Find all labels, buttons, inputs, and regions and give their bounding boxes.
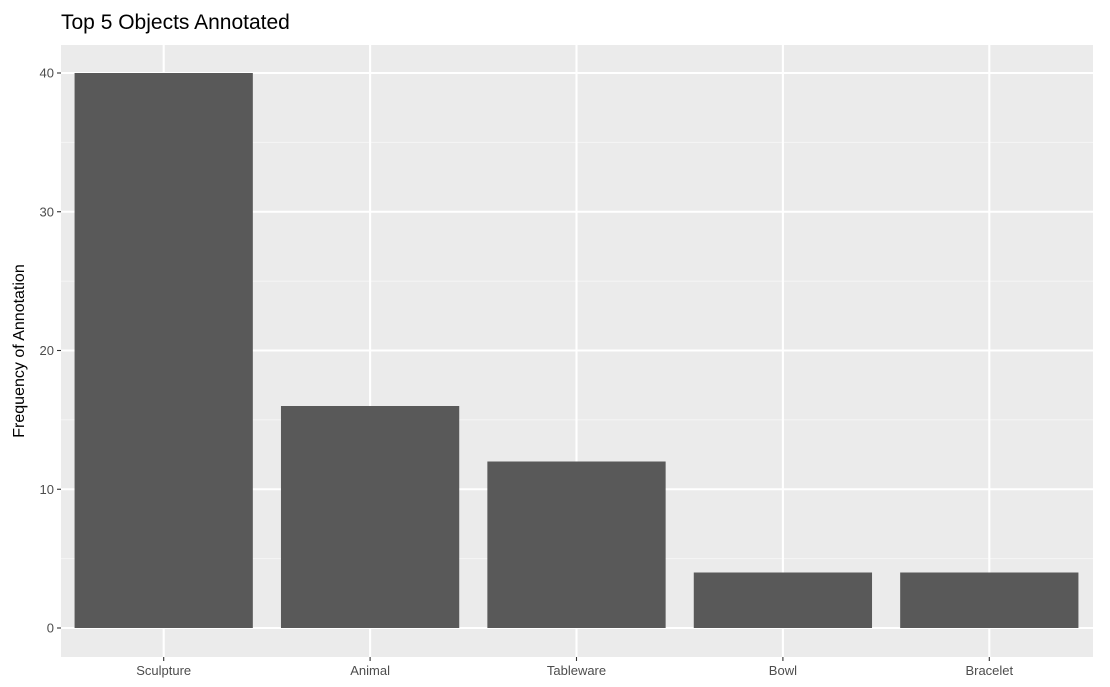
- bar-sculpture: [74, 73, 253, 628]
- x-axis: Sculpture Animal Tableware Bowl Bracelet: [136, 657, 1014, 678]
- y-tick-label: 20: [40, 343, 54, 358]
- bars: [74, 73, 1079, 628]
- bar-bowl: [693, 572, 873, 628]
- x-tick-label: Bracelet: [965, 663, 1013, 678]
- bar-bracelet: [900, 572, 1079, 628]
- x-tick-label: Sculpture: [136, 663, 191, 678]
- x-tick-label: Tableware: [547, 663, 606, 678]
- y-tick-label: 0: [47, 621, 54, 636]
- y-tick-label: 30: [40, 204, 54, 219]
- chart-title: Top 5 Objects Annotated: [61, 11, 290, 34]
- y-axis: 0 10 20 30 40: [40, 66, 61, 636]
- bar-animal: [280, 406, 460, 628]
- y-axis-title: Frequency of Annotation: [11, 264, 28, 437]
- x-tick-label: Animal: [350, 663, 390, 678]
- y-tick-label: 40: [40, 66, 54, 81]
- x-tick-label: Bowl: [769, 663, 797, 678]
- bar-tableware: [487, 461, 666, 628]
- y-tick-label: 10: [40, 482, 54, 497]
